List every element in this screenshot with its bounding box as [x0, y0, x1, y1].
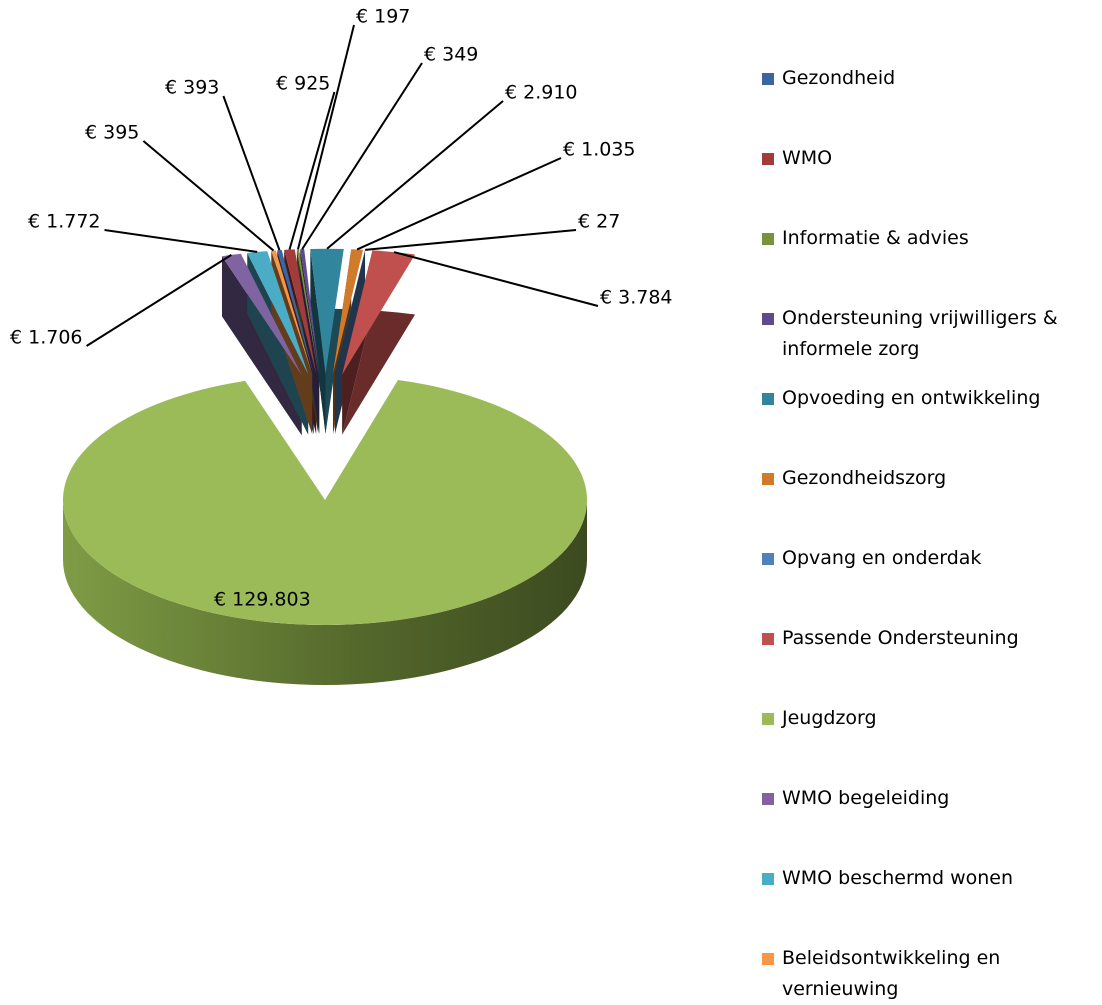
slice	[334, 249, 366, 375]
slice	[284, 249, 317, 374]
slice	[247, 251, 309, 375]
slice	[221, 253, 302, 376]
legend-swatch	[762, 713, 774, 725]
legend-swatch	[762, 633, 774, 645]
legend-item: Beleidsontwikkeling en vernieuwing	[762, 943, 1098, 1005]
slice-side	[221, 256, 302, 436]
legend-label: Opvoeding en ontwikkeling	[782, 387, 1041, 409]
data-label: € 197	[356, 6, 410, 28]
legend-swatch	[762, 393, 774, 405]
leader-line	[301, 62, 423, 250]
legend-item: WMO begeleiding	[762, 783, 1098, 814]
data-label: € 349	[424, 44, 478, 66]
leader-line	[356, 157, 562, 251]
slice	[332, 249, 364, 374]
slice	[62, 379, 587, 626]
chart: € 393 € 925 € 197 € 349 € 2.910 € 1.035 € 27 € …	[10, 6, 673, 685]
data-label: € 393	[165, 77, 219, 99]
legend-label: Informatie & advies	[782, 227, 969, 249]
legend-swatch	[762, 953, 774, 965]
slice	[300, 249, 320, 374]
slice-side	[310, 248, 326, 434]
legend-item: Gezondheid	[762, 63, 1098, 94]
legend-label: WMO beschermd wonen	[782, 867, 1014, 889]
data-label: € 27	[578, 211, 620, 233]
legend-swatch	[762, 553, 774, 565]
legend-swatch	[762, 873, 774, 885]
slice	[296, 249, 319, 374]
leader-line	[365, 229, 577, 251]
legend-label: WMO	[782, 147, 833, 169]
slice	[271, 250, 313, 375]
leader-line	[142, 140, 275, 252]
legend-label: Gezondheidszorg	[782, 467, 947, 489]
legend-label: Ondersteuning vrijwilligers & informele …	[782, 307, 1058, 360]
slice-side	[63, 500, 587, 685]
legend-swatch	[762, 73, 774, 85]
legend-swatch	[762, 793, 774, 805]
legend-swatch	[762, 473, 774, 485]
legend-swatch	[762, 153, 774, 165]
legend-item: Gezondheidszorg	[762, 463, 1098, 494]
legend-label: Passende Ondersteuning	[782, 627, 1019, 649]
legend-item: WMO	[762, 143, 1098, 174]
data-label: € 1.035	[563, 139, 636, 161]
data-label: € 2.910	[505, 82, 578, 104]
legend-item: Opvoeding en ontwikkeling	[762, 383, 1098, 414]
legend-label: Opvang en onderdak	[782, 547, 982, 569]
slice	[277, 250, 314, 375]
leader-line	[297, 24, 355, 250]
legend-label: WMO begeleiding	[782, 787, 950, 809]
legend-label: Jeugdzorg	[782, 707, 877, 729]
data-label: € 925	[276, 73, 330, 95]
legend-swatch	[762, 233, 774, 245]
slice-side	[342, 310, 416, 435]
legend-label: Beleidsontwikkeling en vernieuwing	[782, 947, 1001, 1000]
slice	[342, 250, 416, 375]
legend-item: Jeugdzorg	[762, 703, 1098, 734]
slice	[310, 248, 344, 374]
leader-line	[326, 100, 504, 250]
leader-line	[85, 254, 232, 347]
leader-line	[104, 229, 258, 253]
legend-item: Passende Ondersteuning	[762, 623, 1098, 654]
data-label: € 129.803	[214, 589, 311, 611]
legend-item: WMO beschermd wonen	[762, 863, 1098, 894]
legend-item: Informatie & advies	[762, 223, 1098, 254]
legend-label: Gezondheid	[782, 67, 896, 89]
legend-swatch	[762, 313, 774, 325]
data-label: € 1.772	[28, 211, 101, 233]
data-label: € 1.706	[10, 327, 83, 349]
leader-line	[393, 251, 599, 307]
leader-line	[222, 95, 281, 251]
data-label: € 395	[85, 122, 139, 144]
leader-line	[288, 91, 336, 250]
legend-item: Ondersteuning vrijwilligers & informele …	[762, 303, 1098, 365]
legend-item: Opvang en onderdak	[762, 543, 1098, 574]
data-label: € 3.784	[600, 287, 673, 309]
